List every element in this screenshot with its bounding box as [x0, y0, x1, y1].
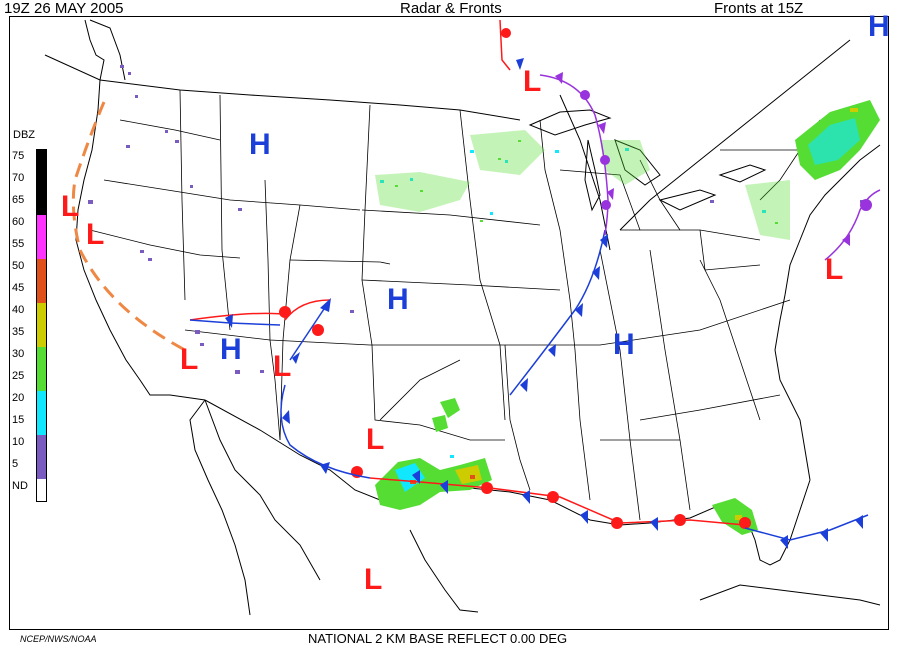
legend-label-10: 10 [12, 436, 25, 448]
legend-label-35: 35 [12, 326, 25, 338]
legend-label-60: 60 [12, 216, 25, 228]
cold-front-symbols [225, 58, 863, 549]
low-pressure-center: L [366, 423, 385, 456]
footer-credit: NCEP/NWS/NOAA [20, 634, 97, 644]
legend-swatch-5 [36, 457, 47, 479]
legend-label-nd: ND [12, 480, 28, 492]
legend-label-20: 20 [12, 392, 25, 404]
legend-swatch-75 [36, 149, 47, 172]
legend-label-40: 40 [12, 304, 25, 316]
legend-label-50: 50 [12, 260, 25, 272]
state-borders [89, 89, 821, 521]
legend-swatch-10 [36, 435, 47, 457]
legend-label-55: 55 [12, 238, 25, 250]
legend-swatch-65 [36, 193, 47, 215]
legend-swatch-30 [36, 347, 47, 369]
low-pressure-center: L [825, 253, 844, 286]
legend-swatch-25 [36, 369, 47, 391]
legend-swatch-70 [36, 171, 47, 193]
header-fronts-time: Fronts at 15Z [714, 0, 804, 17]
legend-swatch-20 [36, 391, 47, 413]
low-pressure-center: L [273, 350, 292, 383]
legend-title: DBZ [13, 129, 35, 141]
high-pressure-center: H [868, 10, 890, 43]
texas-storms [375, 398, 492, 510]
legend-swatch-35 [36, 325, 47, 347]
northeast-rain-area [795, 100, 880, 180]
legend-label-5: 5 [12, 458, 19, 470]
central-us-echoes [375, 130, 790, 240]
high-pressure-center: H [387, 283, 409, 316]
high-pressure-center: H [613, 328, 635, 361]
low-pressure-center: L [180, 343, 199, 376]
great-lakes [528, 109, 767, 212]
legend-swatch-50 [36, 259, 47, 281]
header-title: Radar & Fronts [400, 0, 502, 17]
low-pressure-center: L [61, 190, 80, 223]
legend-swatch-40 [36, 303, 47, 325]
legend-label-30: 30 [12, 348, 25, 360]
footer-product: NATIONAL 2 KM BASE REFLECT 0.00 DEG [308, 631, 568, 646]
low-pressure-center: L [86, 218, 105, 251]
warm-fronts [189, 19, 746, 526]
legend-label-65: 65 [12, 194, 25, 206]
legend-label-25: 25 [12, 370, 25, 382]
legend-label-70: 70 [12, 172, 25, 184]
legend-swatch-55 [36, 237, 47, 259]
legend-label-15: 15 [12, 414, 25, 426]
low-pressure-center: L [364, 563, 383, 596]
coastlines [44, 19, 881, 616]
legend-swatch-nd [36, 479, 47, 502]
legend-swatch-60 [36, 215, 47, 237]
occluded-front-symbols [555, 72, 872, 246]
legend-label-75: 75 [12, 150, 25, 162]
radar-echoes [88, 65, 880, 535]
occluded-fronts [539, 74, 881, 261]
low-pressure-center: L [523, 65, 542, 98]
legend-swatch-45 [36, 281, 47, 303]
warm-front-symbols [279, 28, 751, 529]
legend-swatch-15 [36, 413, 47, 435]
high-pressure-center: H [249, 128, 271, 161]
high-pressure-center: H [220, 333, 242, 366]
header-time: 19Z 26 MAY 2005 [4, 0, 124, 17]
legend-label-45: 45 [12, 282, 25, 294]
